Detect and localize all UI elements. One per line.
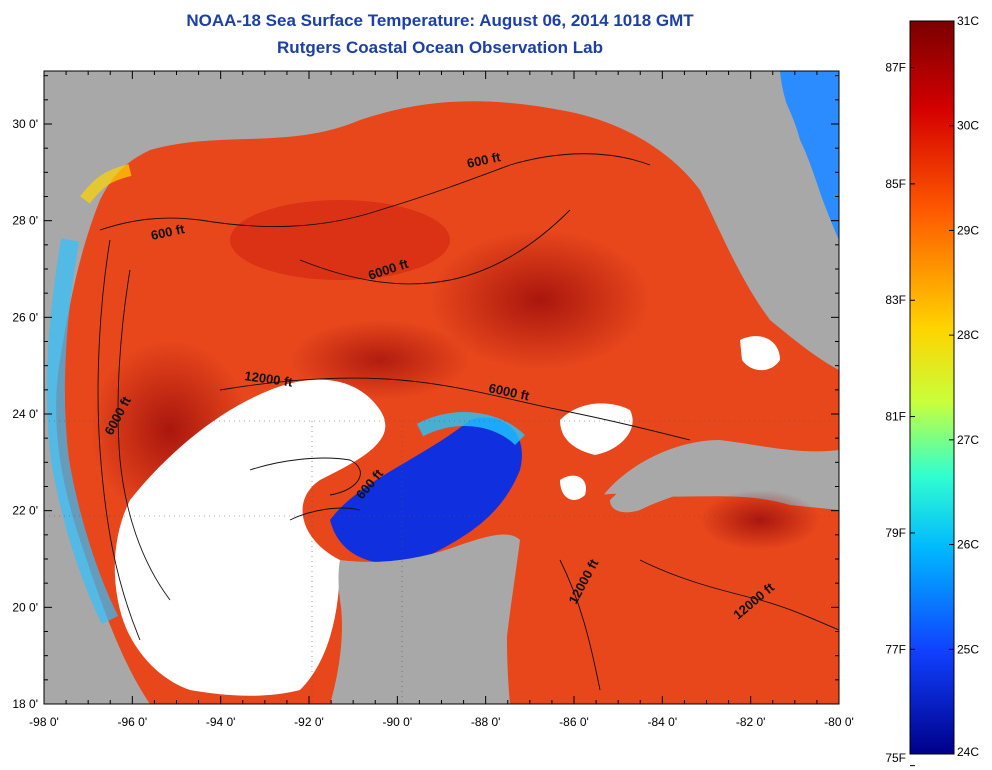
y-tick-label: 20 0' [12, 600, 38, 614]
cloud-patch-small [560, 475, 586, 500]
map-title: NOAA-18 Sea Surface Temperature: August … [186, 11, 694, 30]
x-tick-label: -90 0' [383, 715, 413, 729]
colorbar-celsius-label: 31C [957, 14, 979, 28]
x-tick-label: -84 0' [648, 715, 678, 729]
florida-land [700, 90, 839, 351]
bathymetry-contours [97, 153, 839, 691]
y-tick-label: 24 0' [12, 407, 38, 421]
yucatan-upwelling [330, 417, 522, 564]
colorbar-celsius-label: 24C [957, 745, 979, 759]
cuba-land [610, 445, 839, 513]
contour-label-600ft-west: 600 ft [150, 221, 187, 243]
loop-current-edge [416, 412, 525, 446]
warm-core-caribbean [700, 490, 820, 550]
colorbar-fahrenheit-label: 85F [885, 177, 906, 191]
x-tick-label: -86 0' [559, 715, 589, 729]
warm-core-east [430, 230, 650, 370]
colorbar-celsius-label: 30C [957, 119, 979, 133]
warm-band-north [230, 200, 450, 280]
y-tick-label: 18 0' [12, 697, 38, 711]
colorbar-fahrenheit-label: 83F [885, 293, 906, 307]
colorbar-fahrenheit-label: 77F [885, 642, 906, 656]
y-tick-label: 22 0' [12, 504, 38, 518]
colorbar-ticks: 31C 30C 29C 28C 27C 26C 25C 24C 87F 85F 83F 81F 79F 7… [885, 14, 979, 767]
cool-coastal-band [46, 238, 119, 625]
cool-coastal-band-north [80, 164, 132, 204]
x-tick-label: -96 0' [118, 715, 148, 729]
yucatan-land [330, 534, 520, 704]
colorbar-fahrenheit-label: 75F [885, 751, 906, 765]
warm-core-central [290, 320, 470, 400]
x-tick-label: -82 0' [736, 715, 766, 729]
contour-label-12000ft-gulf: 12000 ft [244, 368, 295, 390]
cloud-patch-east [560, 403, 633, 455]
colorbar-fahrenheit-label: 87F [885, 61, 906, 75]
x-tick-label: -80 0' [824, 715, 854, 729]
y-tick-label: 30 0' [12, 117, 38, 131]
cloud-cover [114, 379, 386, 696]
colorbar-celsius-label: 27C [957, 433, 979, 447]
atlantic-water [780, 71, 839, 240]
x-tick-label: -88 0' [471, 715, 501, 729]
colorbar-celsius-label: 26C [957, 538, 979, 552]
contour-label-600ft-north: 600 ft [466, 149, 503, 171]
x-tick-label: -94 0' [206, 715, 236, 729]
cloud-patch-florida [740, 336, 780, 371]
colorbar-celsius-label: 25C [957, 642, 979, 656]
x-tick-label: -98 0' [29, 715, 59, 729]
colorbar-celsius-label: 28C [957, 328, 979, 342]
y-tick-label: 26 0' [12, 310, 38, 324]
colorbar [909, 20, 955, 755]
colorbar-fahrenheit-label: 79F [885, 526, 906, 540]
y-tick-label: 28 0' [12, 214, 38, 228]
map-subtitle: Rutgers Coastal Ocean Observation Lab [277, 38, 603, 57]
x-tick-label: -92 0' [294, 715, 324, 729]
dotted-grid [44, 420, 839, 704]
axis-ticks: -98 0' -96 0' -94 0' -92 0' -90 0' -88 0' -86 … [12, 71, 854, 729]
colorbar-celsius-label: 29C [957, 223, 979, 237]
colorbar-fahrenheit-label: 81F [885, 410, 906, 424]
